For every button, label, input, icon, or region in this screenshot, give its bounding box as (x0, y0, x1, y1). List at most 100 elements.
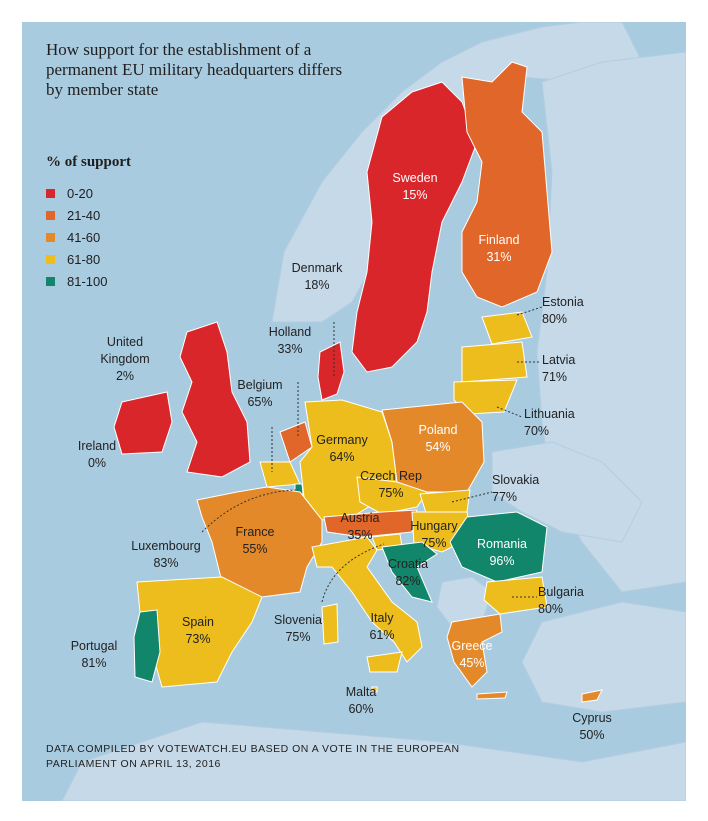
label-croatia: Croatia 82% (378, 556, 438, 590)
legend-swatch (46, 210, 55, 220)
label-germany: Germany 64% (312, 432, 372, 466)
austria-name: Austria (340, 511, 380, 525)
country-czech-rep (356, 476, 428, 515)
label-sweden: Sweden 15% (390, 170, 440, 204)
country-ireland (113, 391, 173, 455)
luxembourg-value: 83% (153, 556, 179, 570)
italy-name: Italy (370, 611, 394, 625)
legend-item: 0-20 (46, 182, 107, 204)
hungary-name: Hungary (410, 519, 458, 533)
label-slovakia: Slovakia 77% (492, 472, 552, 506)
latvia-name: Latvia (542, 353, 576, 367)
country-sardinia (321, 603, 339, 645)
austria-value: 35% (347, 528, 373, 542)
turkey-land (521, 601, 686, 713)
country-france (196, 486, 323, 598)
czech-rep-value: 75% (378, 486, 404, 500)
slovenia-value: 75% (285, 630, 311, 644)
sweden-value: 15% (402, 188, 428, 202)
label-belgium: Belgium 65% (232, 377, 288, 411)
legend-label: 61-80 (67, 251, 101, 267)
legend-label: 21-40 (67, 207, 101, 223)
legend-swatch (46, 276, 55, 286)
label-finland: Finland 31% (474, 232, 524, 266)
europe-map (61, 22, 686, 801)
greece-value: 45% (459, 656, 485, 670)
legend-item: 41-60 (46, 226, 107, 248)
label-lithuania: Lithuania 70% (524, 406, 594, 440)
label-portugal: Portugal 81% (62, 638, 126, 672)
country-united-kingdom (179, 321, 251, 478)
uk-name-1: United (106, 335, 144, 349)
country-italy (311, 536, 423, 663)
label-luxembourg: Luxembourg 83% (122, 538, 210, 572)
country-malta (371, 686, 378, 693)
estonia-value: 80% (542, 312, 568, 326)
label-estonia: Estonia 80% (542, 294, 602, 328)
label-united-kingdom: United Kingdom 2% (94, 334, 156, 385)
label-spain: Spain 73% (170, 614, 226, 648)
label-czech-rep: Czech Rep 75% (356, 468, 426, 502)
lithuania-value: 70% (524, 424, 550, 438)
romania-name: Romania (476, 537, 528, 551)
country-cyprus (581, 689, 603, 703)
source-note: DATA COMPILED BY VOTEWATCH.EU BASED ON A… (46, 743, 460, 770)
romania-value: 96% (489, 554, 515, 568)
country-sicily (366, 651, 403, 673)
label-romania: Romania 96% (472, 536, 532, 570)
country-portugal (133, 609, 161, 683)
slovakia-value: 77% (492, 490, 518, 504)
legend-item: 21-40 (46, 204, 107, 226)
poland-name: Poland (418, 423, 458, 437)
germany-value: 64% (329, 450, 355, 464)
label-malta: Malta 60% (336, 684, 386, 718)
portugal-value: 81% (81, 656, 107, 670)
legend-label: 0-20 (67, 185, 94, 201)
portugal-name: Portugal (70, 639, 118, 653)
france-name: France (235, 525, 275, 539)
leader-luxembourg (201, 489, 297, 533)
label-cyprus: Cyprus 50% (562, 710, 622, 744)
ukraine-land (491, 441, 643, 543)
uk-value: 2% (115, 369, 135, 383)
lithuania-name: Lithuania (524, 407, 575, 421)
malta-name: Malta (345, 685, 377, 699)
country-greece (446, 613, 503, 688)
ireland-name: Ireland (77, 439, 117, 453)
leader-estonia (516, 306, 543, 316)
ireland-value: 0% (87, 456, 107, 470)
label-france: France 55% (227, 524, 283, 558)
croatia-name: Croatia (387, 557, 429, 571)
cyprus-name: Cyprus (572, 711, 612, 725)
poland-value: 54% (425, 440, 451, 454)
label-ireland: Ireland 0% (72, 438, 122, 472)
label-bulgaria: Bulgaria 80% (538, 584, 608, 618)
estonia-name: Estonia (542, 295, 584, 309)
label-slovenia: Slovenia 75% (268, 612, 328, 646)
malta-value: 60% (348, 702, 374, 716)
country-estonia (481, 311, 533, 345)
leader-slovenia (321, 543, 385, 603)
country-belgium (259, 461, 301, 488)
map-frame: How support for the establishment of a p… (22, 22, 686, 801)
label-greece: Greece 45% (442, 638, 502, 672)
label-holland: Holland 33% (262, 324, 318, 358)
bulgaria-name: Bulgaria (538, 585, 584, 599)
leader-lithuania (496, 406, 523, 418)
label-italy: Italy 61% (357, 610, 407, 644)
slovenia-name: Slovenia (274, 613, 322, 627)
country-finland (461, 61, 553, 308)
label-hungary: Hungary 75% (404, 518, 464, 552)
map-title: How support for the establishment of a p… (46, 40, 343, 99)
spain-name: Spain (182, 615, 214, 629)
country-bulgaria (483, 576, 548, 615)
eu-countries (113, 61, 603, 703)
country-croatia (381, 541, 438, 603)
label-austria: Austria 35% (332, 510, 388, 544)
italy-value: 61% (369, 628, 395, 642)
leader-slovakia (451, 491, 493, 503)
legend-title: % of support (46, 154, 132, 170)
hungary-value: 75% (421, 536, 447, 550)
denmark-name: Denmark (291, 261, 343, 275)
legend-swatch (46, 254, 55, 264)
